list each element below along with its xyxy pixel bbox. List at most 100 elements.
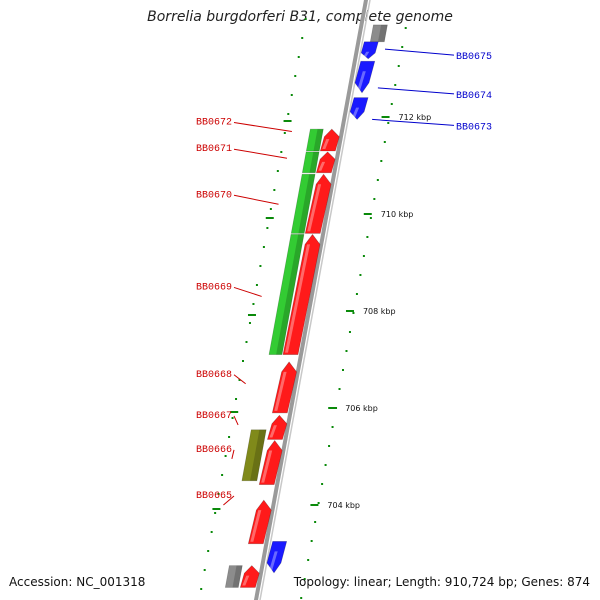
tick-dot [397, 65, 400, 67]
tick-dot [342, 369, 344, 371]
backbone-line [253, 0, 369, 600]
BB0672-gene [319, 128, 340, 152]
BB0667-gene [267, 414, 288, 440]
green-feature-2-shade [309, 151, 320, 173]
tick-dot [300, 597, 303, 599]
tick-dot [248, 322, 251, 324]
label-BB0667: BB0667 [196, 411, 232, 422]
gray-feature-bottom [224, 565, 243, 588]
tick-dot [380, 160, 383, 162]
label-BB0672: BB0672 [196, 118, 232, 129]
BB0669-gene [282, 233, 321, 355]
tick-dot [217, 493, 220, 495]
tick-dot [331, 426, 334, 428]
leader-BB0668 [233, 374, 246, 385]
gray-feature-bottom-shade [232, 565, 243, 588]
leader-BB0672 [233, 122, 292, 133]
tick-dot [383, 141, 386, 143]
tick-dot [369, 217, 372, 219]
BB0670-gene [304, 173, 332, 234]
tick-dot [269, 208, 272, 210]
genome-summary: Topology: linear; Length: 910,724 bp; Ge… [293, 575, 590, 589]
tick-dot [394, 84, 397, 86]
genome-title: Borrelia burgdorferi B31, complete genom… [147, 9, 453, 25]
scale-ticks: 712 kbp 710 kbp 708 kbp 706 kbp 704 kbp [212, 113, 431, 510]
leader-BB0666 [231, 449, 235, 460]
BB0668-gene-highlight [274, 371, 287, 411]
BB0674-gene-highlight [357, 71, 366, 91]
tick-dot [310, 540, 313, 542]
green-feature-4 [268, 234, 305, 355]
tick-dot [366, 236, 369, 238]
BB0672-gene-highlight [322, 139, 330, 149]
tick-dot [328, 445, 331, 447]
tick-dot [352, 312, 355, 314]
green-feature-1 [305, 128, 324, 152]
green-feature-2 [301, 151, 320, 174]
tick-dot [404, 27, 407, 29]
tick-dot [303, 578, 306, 580]
label-BB0673: BB0673 [456, 122, 492, 133]
tick-dot [283, 132, 286, 134]
BB0665-gene [247, 499, 272, 545]
tick-dot [276, 170, 279, 172]
label-BB0669: BB0669 [196, 282, 232, 293]
next-red-gene [239, 565, 260, 588]
tick-dot [231, 417, 234, 419]
next-red-gene-highlight [242, 575, 250, 586]
tick-dot [387, 122, 390, 124]
tick-dot [290, 94, 293, 96]
BB0674-gene [354, 60, 376, 94]
BB0667-gene-highlight [269, 425, 277, 438]
BB0673-gene [349, 97, 369, 120]
tick-dot [207, 550, 210, 552]
leader-BB0673 [372, 118, 455, 126]
BB0675-gene [360, 41, 379, 60]
leader-BB0667 [233, 415, 239, 426]
gene-track [239, 41, 379, 588]
minor-tick-dots-left [200, 18, 307, 590]
leader-BB0665 [223, 495, 235, 506]
tick-dot [210, 531, 213, 533]
blue-lower-gene [266, 541, 288, 574]
tick-dot [280, 151, 283, 153]
label-BB0668: BB0668 [196, 370, 232, 381]
BB0666-gene [258, 440, 283, 485]
tick-dot [401, 46, 404, 48]
tick-dot [266, 227, 269, 229]
olive-feature [241, 429, 267, 482]
tick-dot [214, 512, 217, 514]
tick-dot [362, 255, 365, 257]
tick-dot [345, 350, 348, 352]
BB0665-gene-highlight [250, 510, 262, 542]
tick-dot [373, 198, 376, 200]
tick-dot [301, 37, 304, 39]
tick-label-706: 706 kbp [345, 404, 378, 413]
tick-dot [314, 521, 317, 523]
tick-label-708: 708 kbp [363, 307, 396, 316]
tick-dot [224, 455, 227, 457]
label-BB0674: BB0674 [456, 91, 492, 102]
leader-BB0674 [377, 87, 455, 95]
label-BB0670: BB0670 [196, 190, 232, 201]
BB0666-gene-highlight [261, 450, 273, 483]
BB0668-gene [271, 361, 297, 414]
tick-dot [242, 360, 244, 362]
blue-lower-gene-highlight [269, 551, 278, 571]
tick-dot [228, 436, 231, 438]
BB0671-gene [315, 151, 336, 174]
tick-dot [304, 18, 307, 20]
tick-label-712: 712 kbp [399, 113, 432, 122]
label-BB0675: BB0675 [456, 52, 492, 63]
tick-dot [200, 588, 203, 590]
leader-BB0669 [233, 286, 262, 297]
BB0670-gene-highlight [307, 184, 322, 232]
tick-dot [294, 75, 297, 77]
tick-dot [255, 284, 258, 286]
green-feature-1-shade [313, 129, 324, 151]
tick-dot [317, 502, 320, 504]
tick-dot [376, 179, 379, 181]
tick-dot [338, 388, 341, 390]
tick-dot [359, 274, 362, 276]
